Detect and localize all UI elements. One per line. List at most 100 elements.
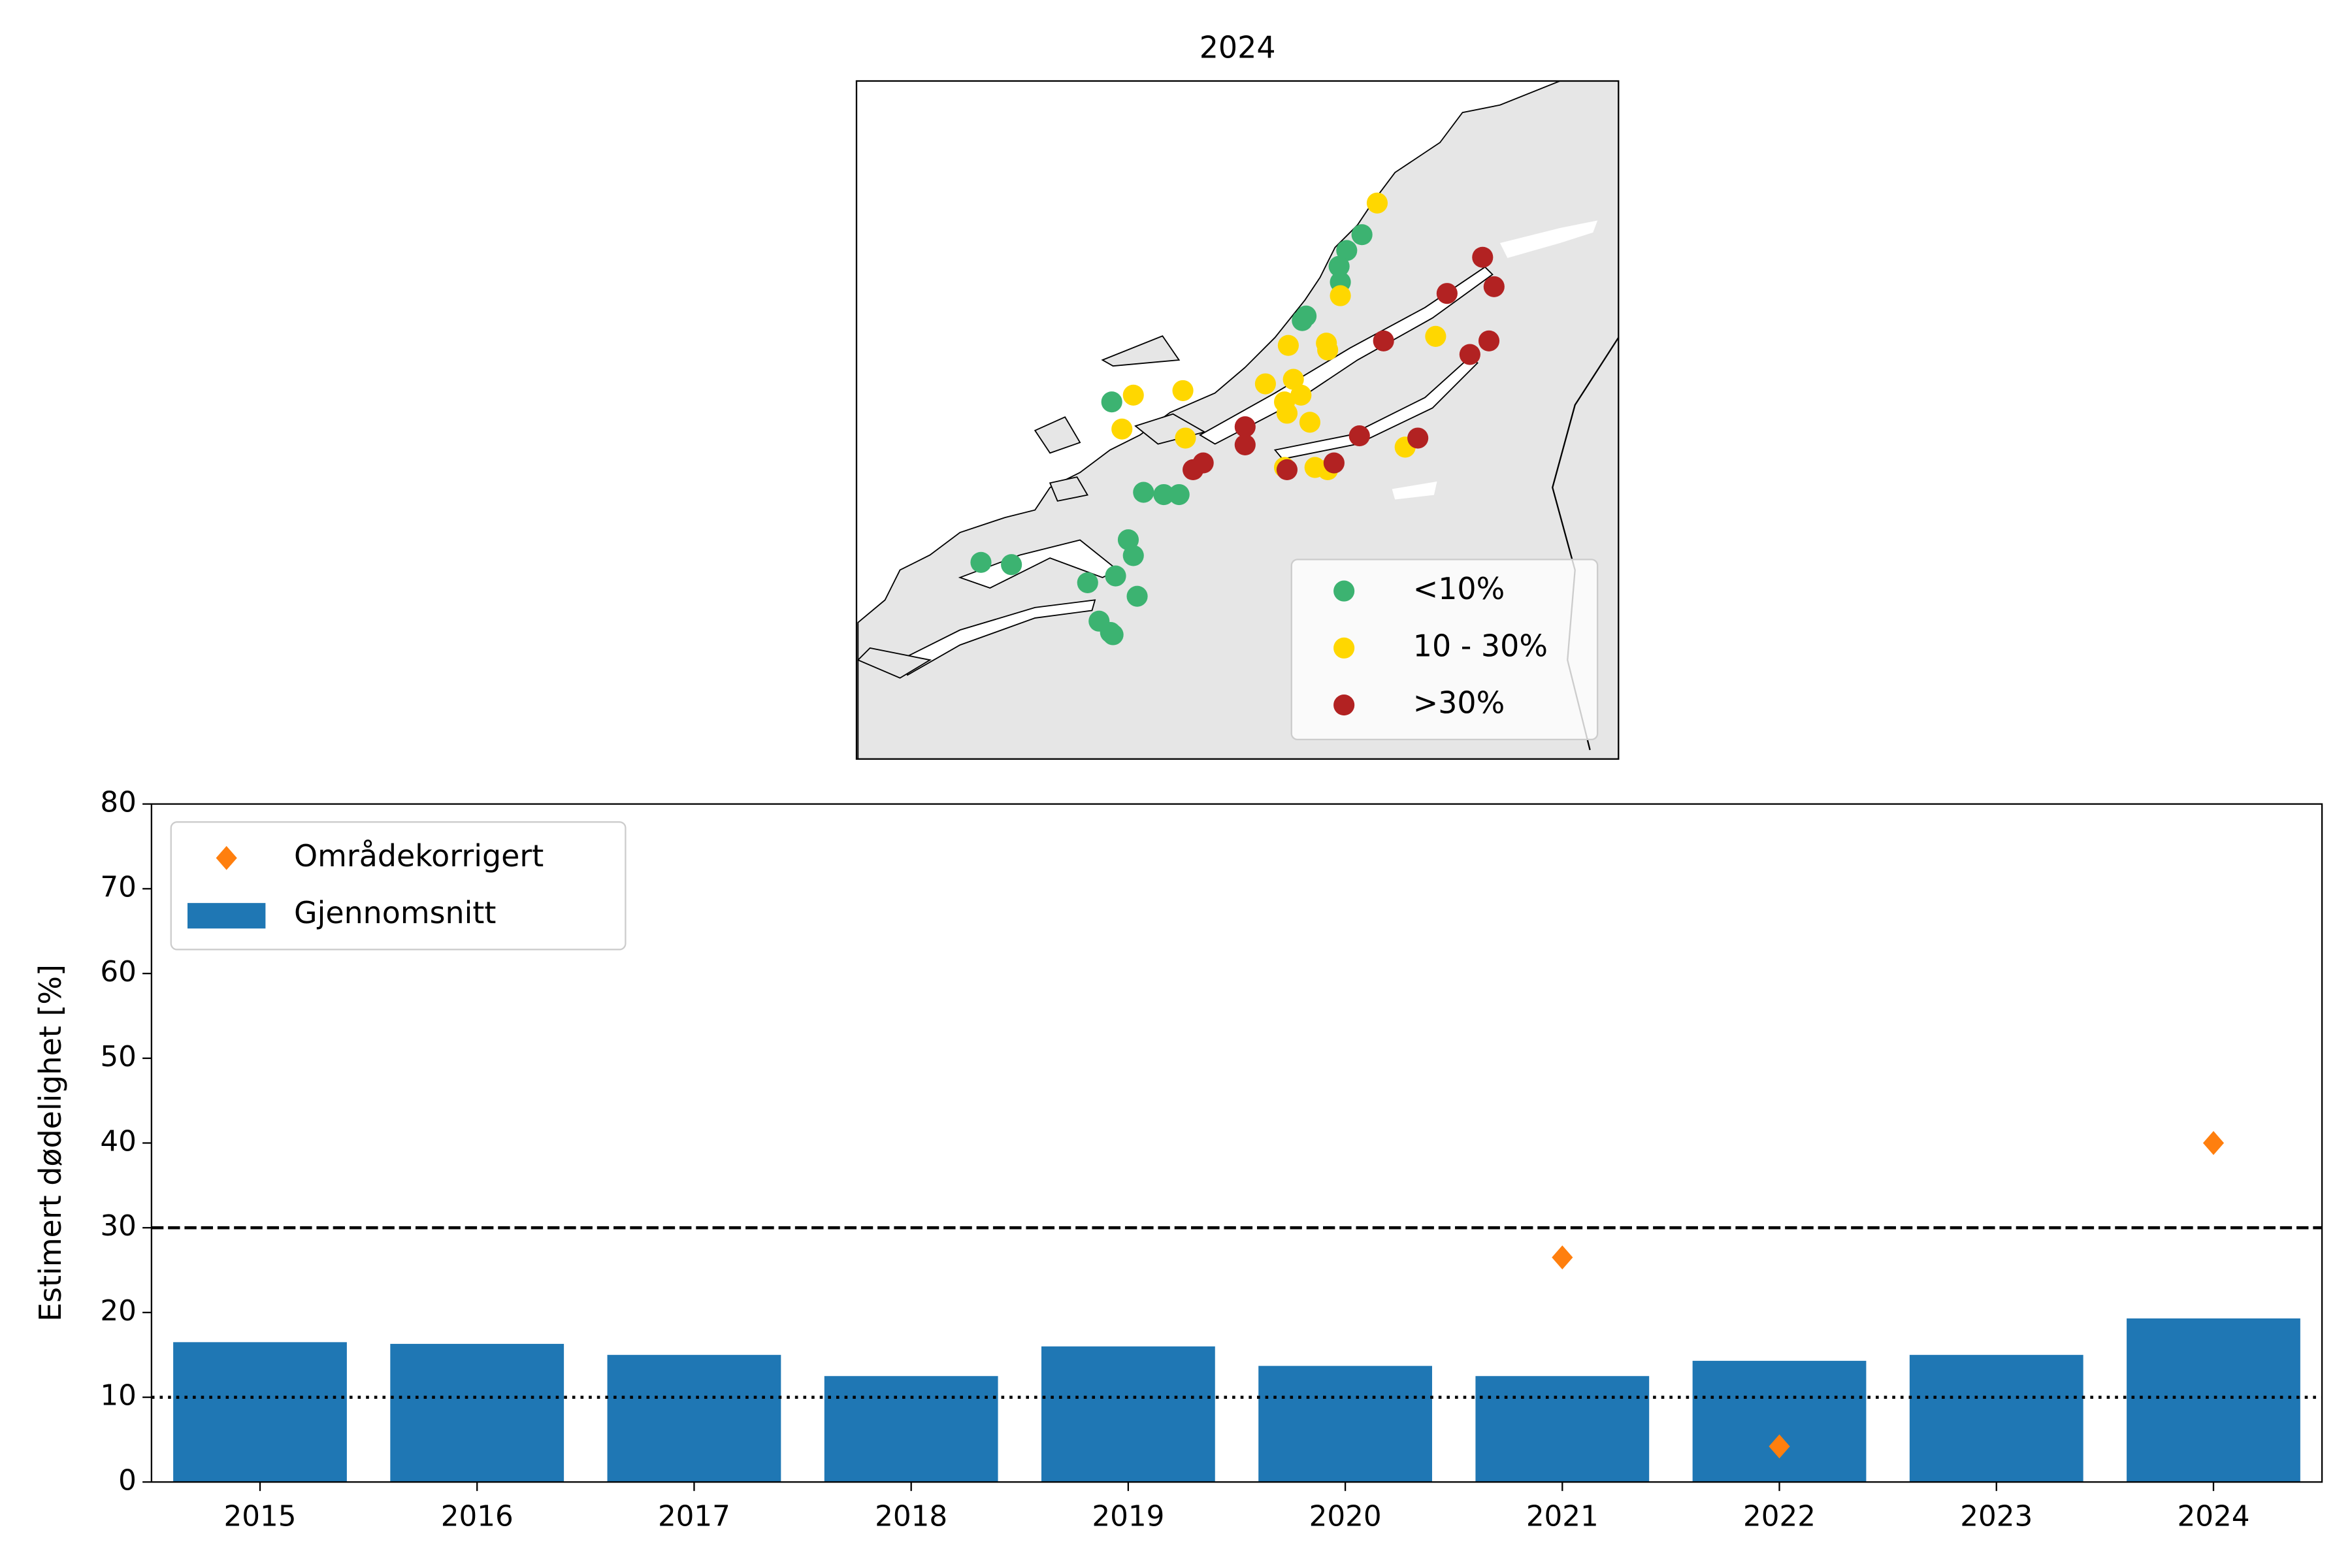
site-dot <box>1472 246 1494 268</box>
y-tick-label: 10 <box>100 1380 137 1413</box>
x-tick-label: 2017 <box>658 1500 730 1533</box>
site-dot <box>1317 339 1339 361</box>
bar <box>824 1376 998 1482</box>
site-dot <box>1111 418 1133 440</box>
site-dot <box>1323 452 1345 474</box>
site-dot <box>1478 330 1500 351</box>
y-tick-label: 80 <box>100 787 137 819</box>
site-dot <box>1330 285 1351 306</box>
legend-label: >30% <box>1413 685 1505 721</box>
plot-frame <box>150 803 2323 1483</box>
site-dot <box>1425 325 1446 347</box>
site-dot <box>1373 330 1394 351</box>
site-dot <box>1407 427 1429 449</box>
y-axis-label: Estimert dødelighet [%] <box>33 964 68 1322</box>
fjord <box>1198 266 1494 445</box>
x-tick-label: 2015 <box>224 1500 297 1533</box>
site-dot <box>1105 565 1126 587</box>
site-dot <box>1290 384 1312 406</box>
site-dot <box>1282 368 1304 390</box>
site-dot <box>1133 482 1154 503</box>
map-title: 2024 <box>1200 29 1276 65</box>
site-dot <box>1436 283 1458 304</box>
x-tick-label: 2016 <box>441 1500 514 1533</box>
lake <box>1392 481 1437 500</box>
site-dot <box>1336 240 1358 261</box>
diamond-marker <box>1769 1434 1790 1459</box>
site-dot <box>1168 483 1190 506</box>
bar <box>1475 1376 1650 1482</box>
legend-label: <10% <box>1413 571 1505 606</box>
legend-label: Områdekorrigert <box>294 838 544 874</box>
bar <box>1909 1354 2083 1482</box>
lake <box>1499 220 1598 258</box>
x-tick-label: 2024 <box>2177 1500 2249 1533</box>
bar <box>390 1343 564 1482</box>
site-dot <box>1001 554 1022 576</box>
fjord <box>899 599 1096 676</box>
site-dot <box>1366 192 1388 214</box>
site-dot <box>970 551 992 573</box>
bar <box>1692 1360 1867 1482</box>
site-dot <box>1117 529 1139 551</box>
legend-box <box>170 821 627 951</box>
site-dot <box>1126 585 1148 607</box>
fjord <box>1273 356 1478 460</box>
legend-label: 10 - 30% <box>1413 628 1548 663</box>
island <box>1134 413 1207 445</box>
island <box>1034 416 1081 454</box>
x-tick-label: 2018 <box>875 1500 947 1533</box>
site-dot <box>1122 545 1144 566</box>
site-dot <box>1459 344 1480 365</box>
site-dot <box>1351 224 1373 246</box>
site-dot <box>1234 434 1256 455</box>
site-dot <box>1276 459 1298 481</box>
legend-label: Gjennomsnitt <box>294 895 496 930</box>
y-tick-label: 30 <box>100 1210 137 1243</box>
legend-marker <box>1333 637 1355 659</box>
x-tick-label: 2021 <box>1526 1500 1599 1533</box>
y-tick-label: 70 <box>100 871 137 904</box>
site-dot <box>1172 380 1194 401</box>
legend-box <box>1290 559 1599 741</box>
bar <box>1258 1365 1432 1482</box>
map-frame <box>855 80 1620 760</box>
diamond-marker <box>1552 1245 1573 1269</box>
island <box>857 647 932 679</box>
bar <box>607 1354 781 1482</box>
site-dot <box>1100 621 1121 644</box>
legend-swatch <box>187 903 266 929</box>
y-tick-label: 60 <box>100 956 137 988</box>
legend-marker <box>1333 694 1355 716</box>
site-dot <box>1483 276 1505 297</box>
y-tick-label: 50 <box>100 1041 137 1073</box>
legend-marker <box>1333 580 1355 602</box>
site-dot <box>1276 402 1298 424</box>
bar <box>173 1342 347 1482</box>
y-tick-label: 40 <box>100 1125 137 1158</box>
site-dot <box>1183 459 1204 481</box>
site-dot <box>1101 391 1122 413</box>
x-tick-label: 2020 <box>1309 1500 1382 1533</box>
diamond-marker <box>2202 1131 2225 1155</box>
island <box>1049 476 1088 502</box>
site-dot <box>1153 483 1175 506</box>
island <box>1101 335 1181 367</box>
bar <box>1041 1346 1215 1482</box>
y-tick-label: 20 <box>100 1295 137 1328</box>
x-tick-label: 2022 <box>1743 1500 1816 1533</box>
site-dot <box>1077 572 1098 593</box>
site-dot <box>1254 373 1276 395</box>
x-tick-label: 2019 <box>1092 1500 1164 1533</box>
site-dot <box>1328 255 1350 277</box>
y-tick-label: 0 <box>118 1464 137 1497</box>
site-dot <box>1234 416 1256 438</box>
site-dot <box>1299 412 1321 433</box>
site-dot <box>1277 335 1299 356</box>
legend-marker <box>216 845 237 870</box>
site-dot <box>1296 305 1317 327</box>
site-dot <box>1348 425 1370 447</box>
site-dot <box>1122 384 1144 406</box>
site-dot <box>1175 427 1196 449</box>
